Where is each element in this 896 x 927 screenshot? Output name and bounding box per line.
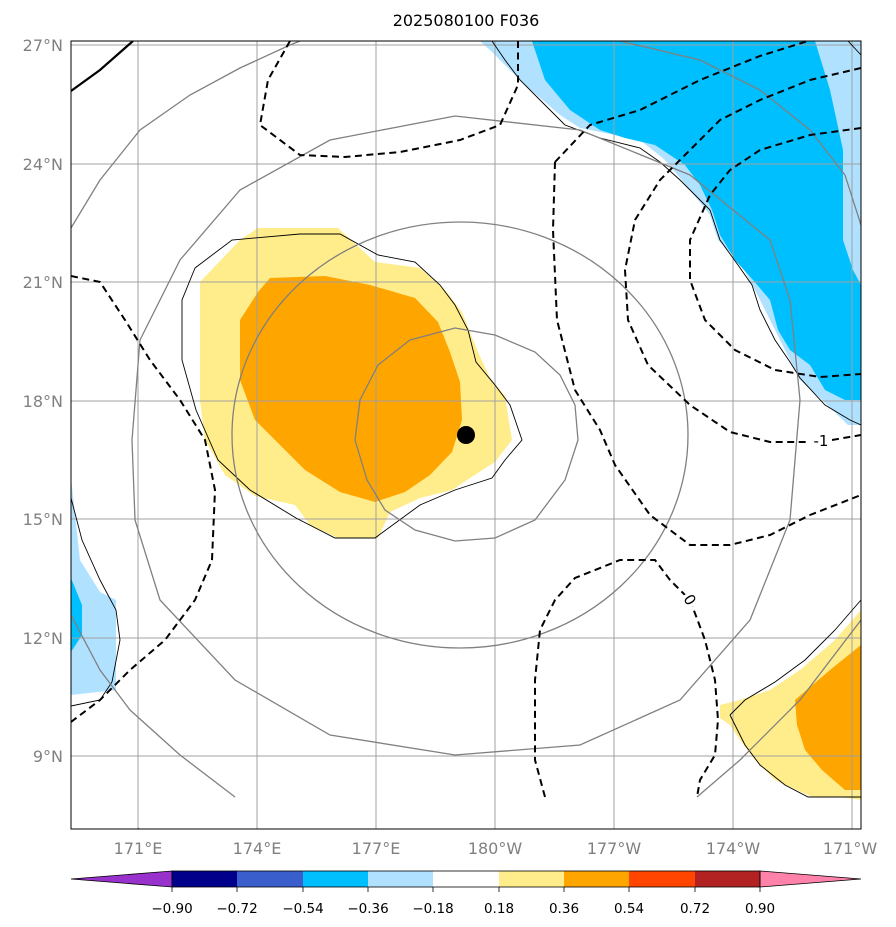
thick-black-contour: [71, 41, 134, 92]
colorbar-tick: 0.54: [614, 901, 644, 917]
colorbar-extend-low: [70, 870, 173, 888]
contour-label-minus-one: -1: [814, 432, 829, 450]
colorbar: −0.90 −0.72 −0.54 −0.36 −0.18 0.18 0.36 …: [70, 870, 862, 917]
lat-tick: 21°N: [23, 273, 63, 292]
lon-tick: 171°W: [823, 839, 878, 858]
colorbar-tick: −0.72: [216, 901, 257, 917]
contour-label-bg: [680, 589, 702, 610]
grey-circular-contours: [71, 41, 861, 798]
colorbar-tick: −0.54: [282, 901, 323, 917]
lon-tick: 174°E: [233, 839, 282, 858]
graticule: [71, 41, 861, 829]
lon-tick: 177°W: [587, 839, 642, 858]
lat-tick: 15°N: [23, 510, 63, 529]
colorbar-swatch: [303, 871, 368, 887]
negative-anomaly-light-sw: [71, 478, 116, 695]
contour-label-bg: [812, 430, 832, 448]
lon-tick: 177°E: [352, 839, 401, 858]
colorbar-tick: 0.18: [484, 901, 514, 917]
colorbar-swatch: [499, 871, 564, 887]
colorbar-swatch: [237, 871, 303, 887]
shaded-anomaly-field: [71, 41, 861, 800]
negative-anomaly-mid-sw: [71, 578, 82, 652]
lat-tick: 24°N: [23, 155, 63, 174]
lon-tick: 180°W: [468, 839, 523, 858]
colorbar-tick: −0.90: [151, 901, 192, 917]
colorbar-tick: −0.18: [412, 901, 453, 917]
colorbar-tick: 0.90: [745, 901, 775, 917]
colorbar-tick: 0.36: [549, 901, 579, 917]
colorbar-tick: 0.72: [680, 901, 710, 917]
colorbar-swatch: [172, 871, 237, 887]
positive-anomaly-mid-se: [795, 645, 861, 790]
colorbar-swatch: [629, 871, 695, 887]
lat-tick-labels: 27°N 24°N 21°N 18°N 15°N 12°N 9°N: [23, 36, 63, 766]
colorbar-swatch: [368, 871, 433, 887]
figure-title: 2025080100 F036: [393, 11, 540, 30]
lat-tick: 18°N: [23, 392, 63, 411]
lon-tick: 174°W: [706, 839, 761, 858]
lat-tick: 12°N: [23, 629, 63, 648]
colorbar-swatch: [433, 871, 499, 887]
dashed-contours: [71, 41, 861, 798]
lat-tick: 9°N: [33, 747, 63, 766]
map-panel: -1 0: [71, 41, 861, 829]
colorbar-swatch: [695, 871, 760, 887]
lon-tick: 171°E: [114, 839, 163, 858]
colorbar-swatch: [564, 871, 629, 887]
storm-center-marker: [457, 426, 475, 444]
map-frame: [70, 40, 862, 830]
positive-anomaly-mid-center: [240, 276, 462, 502]
lon-tick-labels: 171°E 174°E 177°E 180°W 177°W 174°W 171°…: [114, 839, 878, 858]
colorbar-extend-high: [759, 870, 862, 888]
colorbar-frame: [171, 870, 761, 888]
lat-tick: 27°N: [23, 36, 63, 55]
colorbar-tick: −0.36: [347, 901, 388, 917]
